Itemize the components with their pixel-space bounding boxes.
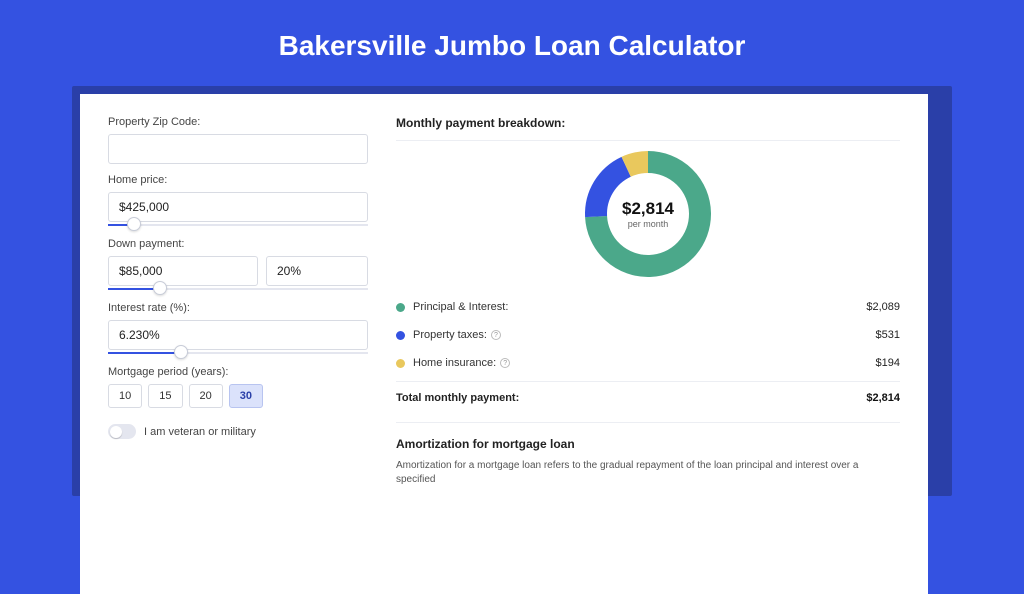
total-label: Total monthly payment: [396,392,866,404]
period-buttons: 1015 2030 [108,384,368,408]
info-icon[interactable]: ? [500,358,510,368]
veteran-label: I am veteran or military [144,426,256,438]
donut-amount: $2,814 [622,199,674,219]
amortization-section: Amortization for mortgage loan Amortizat… [396,422,900,487]
legend-value: $531 [876,329,900,341]
total-row: Total monthly payment: $2,814 [396,381,900,416]
home-price-label: Home price: [108,174,368,186]
period-button-15[interactable]: 15 [148,384,182,408]
interest-label: Interest rate (%): [108,302,368,314]
slider-thumb[interactable] [153,281,167,295]
legend-value: $194 [876,357,900,369]
period-label: Mortgage period (years): [108,366,368,378]
breakdown-title: Monthly payment breakdown: [396,116,900,130]
amortization-text: Amortization for a mortgage loan refers … [396,459,900,487]
legend-label: Property taxes:? [413,329,876,341]
legend: Principal & Interest:$2,089Property taxe… [396,293,900,377]
legend-dot [396,331,405,340]
interest-slider[interactable] [108,350,368,356]
down-payment-pct-input[interactable] [266,256,368,286]
donut-sub: per month [628,219,669,229]
legend-row: Principal & Interest:$2,089 [396,293,900,321]
info-icon[interactable]: ? [491,330,501,340]
legend-row: Property taxes:?$531 [396,321,900,349]
legend-row: Home insurance:?$194 [396,349,900,377]
form-column: Property Zip Code: Home price: Down paym… [108,116,368,572]
down-payment-label: Down payment: [108,238,368,250]
veteran-row: I am veteran or military [108,424,368,439]
shadow-panel: Property Zip Code: Home price: Down paym… [72,86,952,496]
period-button-30[interactable]: 30 [229,384,263,408]
interest-input[interactable] [108,320,368,350]
slider-thumb[interactable] [174,345,188,359]
down-payment-input[interactable] [108,256,258,286]
down-payment-slider[interactable] [108,286,368,292]
breakdown-column: Monthly payment breakdown: $2,814 per mo… [396,116,900,572]
zip-label: Property Zip Code: [108,116,368,128]
veteran-toggle[interactable] [108,424,136,439]
legend-dot [396,359,405,368]
donut-chart: $2,814 per month [396,149,900,279]
slider-thumb[interactable] [127,217,141,231]
home-price-input[interactable] [108,192,368,222]
period-button-20[interactable]: 20 [189,384,223,408]
period-button-10[interactable]: 10 [108,384,142,408]
total-value: $2,814 [866,392,900,404]
amortization-title: Amortization for mortgage loan [396,437,900,451]
legend-dot [396,303,405,312]
page-title: Bakersville Jumbo Loan Calculator [0,0,1024,86]
calculator-card: Property Zip Code: Home price: Down paym… [80,94,928,594]
legend-label: Principal & Interest: [413,301,866,313]
legend-value: $2,089 [866,301,900,313]
home-price-slider[interactable] [108,222,368,228]
zip-input[interactable] [108,134,368,164]
legend-label: Home insurance:? [413,357,876,369]
